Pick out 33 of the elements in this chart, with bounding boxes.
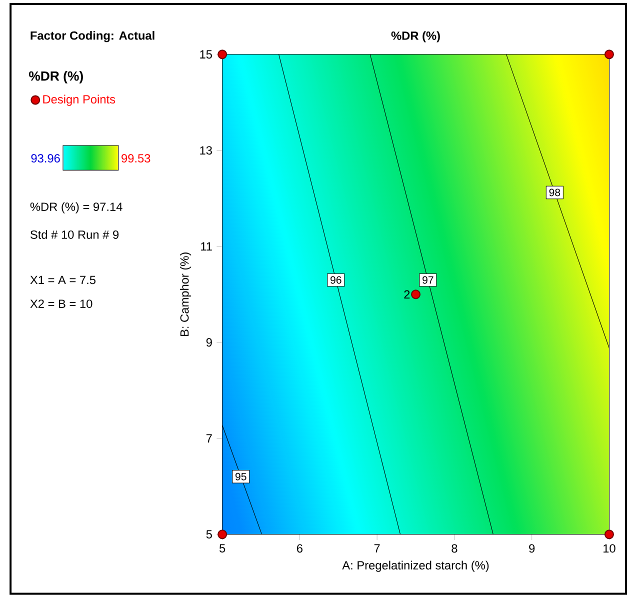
- text: 93.96: [31, 154, 60, 163]
- y-axis-title: B: Camphor (%): [180, 252, 192, 336]
- text: %DR (%) = 97.14: [30, 202, 122, 214]
- x-tick-label: 8: [452, 544, 458, 553]
- text: 99.53: [122, 154, 150, 163]
- series-label: 95: [235, 473, 246, 480]
- point: [218, 530, 228, 540]
- x-tick-label: 5: [219, 544, 226, 553]
- annotation: 2: [404, 290, 410, 299]
- y-tick-label: 7: [206, 434, 212, 443]
- text: Factor Coding: Actual: [30, 31, 154, 42]
- legend-label: Design Points: [43, 94, 116, 106]
- y-tick-label: 15: [200, 50, 212, 59]
- x-tick-label: 9: [529, 544, 535, 553]
- x-tick-label: 10: [604, 544, 616, 553]
- point: [218, 50, 228, 60]
- y-tick-label: 11: [201, 242, 212, 251]
- text: X1 = A = 7.5: [30, 276, 96, 284]
- series-label: 97: [422, 276, 434, 284]
- series-label: 96: [330, 276, 342, 284]
- x-tick-label: 7: [374, 544, 380, 553]
- x-tick-label: 6: [296, 544, 302, 553]
- x-axis-title: A: Pregelatinized starch (%): [342, 560, 489, 572]
- legend-title: %DR (%): [28, 71, 83, 84]
- text: X2 = B = 10: [30, 300, 92, 308]
- y-tick-label: 13: [200, 146, 212, 155]
- y-tick-label: 9: [206, 338, 212, 347]
- point: [604, 50, 614, 60]
- chart-title: %DR (%): [391, 31, 440, 42]
- text: Std # 10 Run # 9: [30, 230, 119, 240]
- point: [604, 530, 614, 540]
- series-label: 98: [549, 188, 560, 196]
- y-tick-label: 5: [206, 530, 212, 539]
